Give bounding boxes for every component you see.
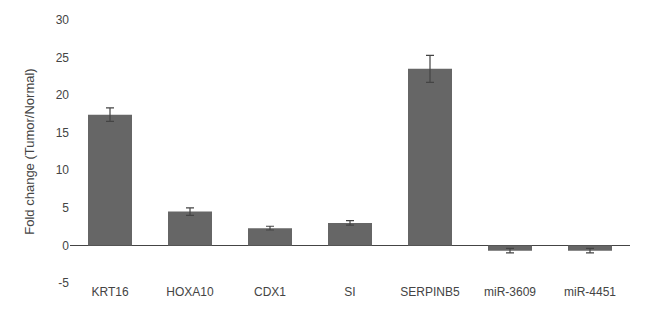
svg-text:KRT16: KRT16 xyxy=(91,285,128,299)
svg-text:CDX1: CDX1 xyxy=(254,285,286,299)
svg-text:Fold change (Tumor/Normal): Fold change (Tumor/Normal) xyxy=(22,68,37,234)
svg-text:25: 25 xyxy=(56,51,70,65)
svg-text:15: 15 xyxy=(56,126,70,140)
svg-text:-5: -5 xyxy=(58,276,69,290)
svg-text:SI: SI xyxy=(344,285,355,299)
svg-text:30: 30 xyxy=(56,13,70,27)
svg-text:0: 0 xyxy=(62,239,69,253)
svg-text:5: 5 xyxy=(62,201,69,215)
svg-text:20: 20 xyxy=(56,88,70,102)
svg-text:HOXA10: HOXA10 xyxy=(166,285,214,299)
svg-text:miR-4451: miR-4451 xyxy=(564,285,616,299)
svg-text:SERPINB5: SERPINB5 xyxy=(400,285,460,299)
svg-text:miR-3609: miR-3609 xyxy=(484,285,536,299)
svg-text:10: 10 xyxy=(56,163,70,177)
